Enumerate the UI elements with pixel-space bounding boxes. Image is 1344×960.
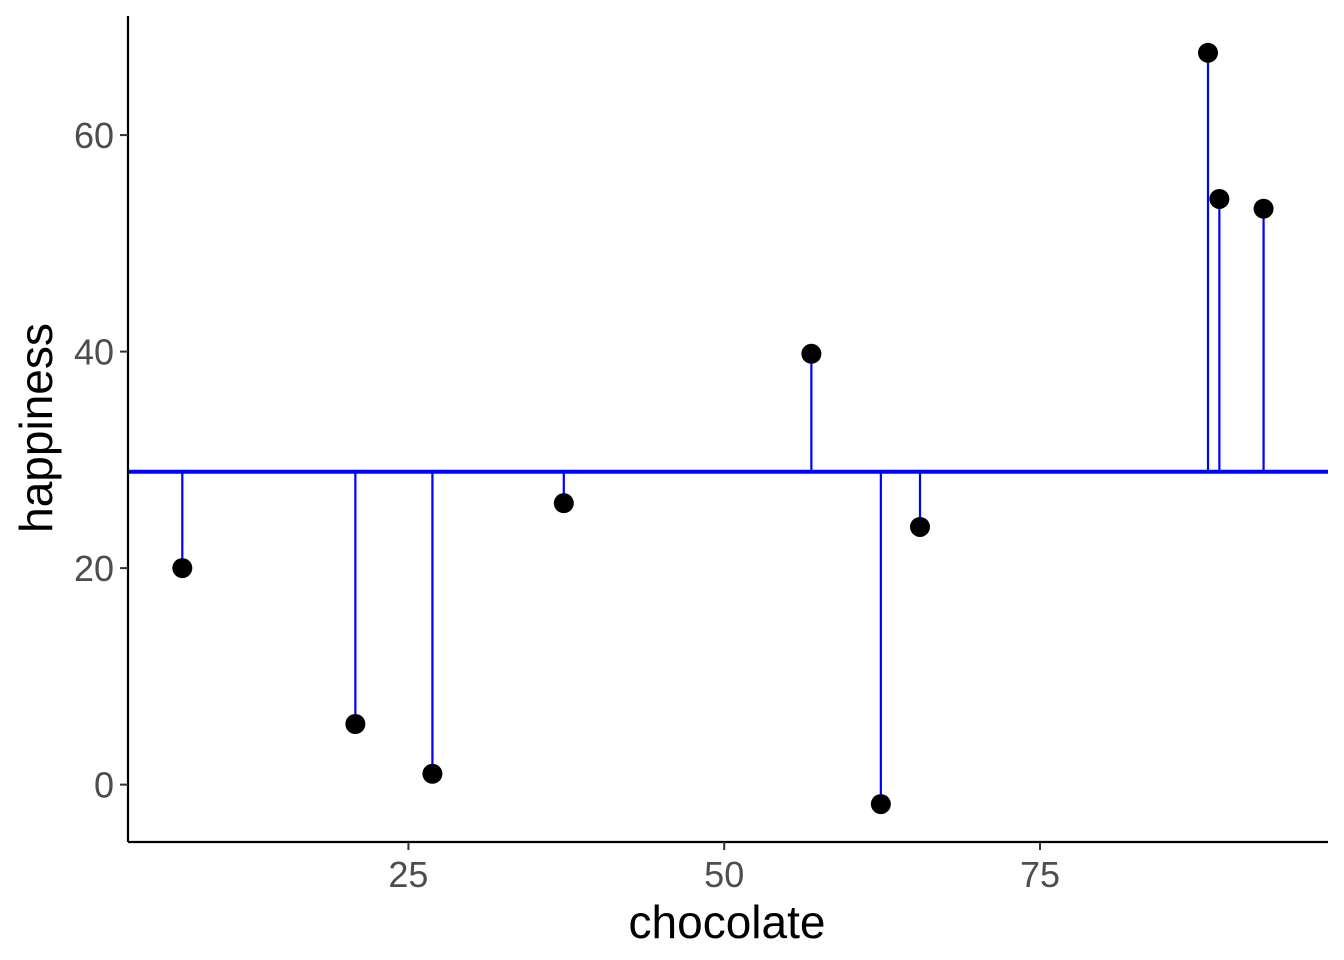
data-point	[422, 763, 443, 784]
data-point	[1209, 188, 1230, 209]
y-tick-label: 40	[74, 332, 114, 373]
data-point	[1198, 42, 1218, 63]
y-tick-label: 0	[94, 765, 114, 806]
x-tick-label: 50	[704, 854, 744, 895]
data-point	[910, 516, 930, 537]
data-points	[172, 42, 1274, 815]
data-point	[345, 714, 366, 734]
y-axis-ticks: 0 20 40 60	[74, 115, 128, 806]
x-axis-ticks: 25 50 75	[388, 842, 1060, 895]
x-tick-label: 25	[388, 854, 428, 895]
y-axis-title: happiness	[10, 323, 62, 533]
data-point	[870, 794, 891, 815]
data-point	[1253, 198, 1274, 219]
residual-lines	[181, 52, 1265, 805]
y-tick-label: 20	[74, 548, 114, 589]
x-axis-title: chocolate	[629, 896, 826, 948]
data-point	[553, 493, 574, 514]
x-tick-label: 75	[1020, 854, 1060, 895]
data-point	[801, 343, 822, 364]
data-point	[172, 558, 193, 579]
y-tick-label: 60	[74, 115, 114, 156]
